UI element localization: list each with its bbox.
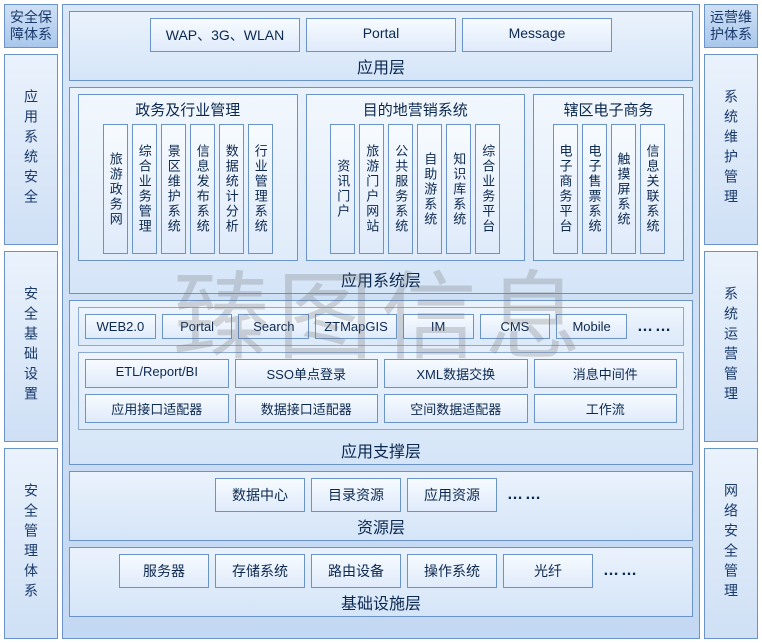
left-sidebar: 安全保障体系 应用系统安全 安全基础设置 安全管理体系 bbox=[4, 4, 58, 639]
app-top-1: Portal bbox=[306, 18, 456, 52]
support-row2: ETL/Report/BI SSO单点登录 XML数据交换 消息中间件 bbox=[85, 359, 677, 388]
layer-appsys: 政务及行业管理 旅游政务网 综合业务管理 景区维护系统 信息发布系统 数据统计分… bbox=[69, 87, 693, 294]
right-box-0: 系统维护管理 bbox=[704, 54, 758, 245]
left-box-2: 安全管理体系 bbox=[4, 448, 58, 639]
gov-item-0: 旅游政务网 bbox=[103, 124, 128, 254]
right-header: 运营维护体系 bbox=[704, 4, 758, 48]
layer-infra: 服务器 存储系统 路由设备 操作系统 光纤 …… 基础设施层 bbox=[69, 547, 693, 617]
sup1-6: Mobile bbox=[556, 314, 627, 339]
app-top-row: WAP、3G、WLAN Portal Message bbox=[78, 18, 684, 52]
resource-row: 数据中心 目录资源 应用资源 …… bbox=[78, 478, 684, 512]
right-box-1: 系统运营管理 bbox=[704, 251, 758, 442]
group-dest-title: 目的地营销系统 bbox=[313, 99, 519, 120]
sup3-2: 空间数据适配器 bbox=[384, 394, 528, 423]
group-dest: 目的地营销系统 资讯门户 旅游门户网站 公共服务系统 自助游系统 知识库系统 综… bbox=[306, 94, 526, 261]
infra-3: 操作系统 bbox=[407, 554, 497, 588]
group-ecom-items: 电子商务平台 电子售票系统 触摸屏系统 信息关联系统 bbox=[540, 124, 677, 254]
sup1-4: IM bbox=[403, 314, 474, 339]
dest-item-3: 自助游系统 bbox=[417, 124, 442, 254]
dest-item-2: 公共服务系统 bbox=[388, 124, 413, 254]
layer-support: WEB2.0 Portal Search ZTMapGIS IM CMS Mob… bbox=[69, 300, 693, 465]
res-dots: …… bbox=[503, 478, 547, 512]
layer-app: WAP、3G、WLAN Portal Message 应用层 bbox=[69, 11, 693, 81]
support-block-2: ETL/Report/BI SSO单点登录 XML数据交换 消息中间件 应用接口… bbox=[78, 352, 684, 430]
layer-resource-title: 资源层 bbox=[78, 512, 684, 538]
center-layers: WAP、3G、WLAN Portal Message 应用层 政务及行业管理 旅… bbox=[62, 4, 700, 639]
infra-1: 存储系统 bbox=[215, 554, 305, 588]
infra-dots: …… bbox=[599, 554, 643, 588]
support-row1: WEB2.0 Portal Search ZTMapGIS IM CMS Mob… bbox=[85, 314, 677, 339]
dest-item-4: 知识库系统 bbox=[446, 124, 471, 254]
sup1-5: CMS bbox=[480, 314, 551, 339]
dest-item-5: 综合业务平台 bbox=[475, 124, 500, 254]
res-2: 应用资源 bbox=[407, 478, 497, 512]
sup1-dots: …… bbox=[633, 314, 677, 339]
ecom-item-2: 触摸屏系统 bbox=[611, 124, 636, 254]
sup1-1: Portal bbox=[162, 314, 233, 339]
sup2-1: SSO单点登录 bbox=[235, 359, 379, 388]
gov-item-4: 数据统计分析 bbox=[219, 124, 244, 254]
dest-item-1: 旅游门户网站 bbox=[359, 124, 384, 254]
gov-item-1: 综合业务管理 bbox=[132, 124, 157, 254]
group-ecom: 辖区电子商务 电子商务平台 电子售票系统 触摸屏系统 信息关联系统 bbox=[533, 94, 684, 261]
architecture-diagram: 安全保障体系 应用系统安全 安全基础设置 安全管理体系 WAP、3G、WLAN … bbox=[0, 0, 762, 643]
infra-4: 光纤 bbox=[503, 554, 593, 588]
group-ecom-title: 辖区电子商务 bbox=[540, 99, 677, 120]
left-box-1: 安全基础设置 bbox=[4, 251, 58, 442]
sup3-0: 应用接口适配器 bbox=[85, 394, 229, 423]
sup2-2: XML数据交换 bbox=[384, 359, 528, 388]
gov-item-3: 信息发布系统 bbox=[190, 124, 215, 254]
layer-resource: 数据中心 目录资源 应用资源 …… 资源层 bbox=[69, 471, 693, 541]
layer-infra-title: 基础设施层 bbox=[78, 588, 684, 614]
ecom-item-1: 电子售票系统 bbox=[582, 124, 607, 254]
support-row3: 应用接口适配器 数据接口适配器 空间数据适配器 工作流 bbox=[85, 394, 677, 423]
app-top-0: WAP、3G、WLAN bbox=[150, 18, 300, 52]
res-0: 数据中心 bbox=[215, 478, 305, 512]
ecom-item-3: 信息关联系统 bbox=[640, 124, 665, 254]
app-top-2: Message bbox=[462, 18, 612, 52]
sup3-3: 工作流 bbox=[534, 394, 678, 423]
right-sidebar: 运营维护体系 系统维护管理 系统运营管理 网络安全管理 bbox=[704, 4, 758, 639]
left-box-0: 应用系统安全 bbox=[4, 54, 58, 245]
support-block-1: WEB2.0 Portal Search ZTMapGIS IM CMS Mob… bbox=[78, 307, 684, 346]
sup1-0: WEB2.0 bbox=[85, 314, 156, 339]
sup2-0: ETL/Report/BI bbox=[85, 359, 229, 388]
sup2-3: 消息中间件 bbox=[534, 359, 678, 388]
sup3-1: 数据接口适配器 bbox=[235, 394, 379, 423]
layer-support-title: 应用支撑层 bbox=[78, 436, 684, 462]
group-gov: 政务及行业管理 旅游政务网 综合业务管理 景区维护系统 信息发布系统 数据统计分… bbox=[78, 94, 298, 261]
sup1-3: ZTMapGIS bbox=[315, 314, 397, 339]
layer-app-title: 应用层 bbox=[78, 52, 684, 78]
gov-item-2: 景区维护系统 bbox=[161, 124, 186, 254]
group-gov-items: 旅游政务网 综合业务管理 景区维护系统 信息发布系统 数据统计分析 行业管理系统 bbox=[85, 124, 291, 254]
right-box-2: 网络安全管理 bbox=[704, 448, 758, 639]
appsys-groups: 政务及行业管理 旅游政务网 综合业务管理 景区维护系统 信息发布系统 数据统计分… bbox=[78, 94, 684, 261]
layer-appsys-title: 应用系统层 bbox=[78, 265, 684, 291]
ecom-item-0: 电子商务平台 bbox=[553, 124, 578, 254]
dest-item-0: 资讯门户 bbox=[330, 124, 355, 254]
group-dest-items: 资讯门户 旅游门户网站 公共服务系统 自助游系统 知识库系统 综合业务平台 bbox=[313, 124, 519, 254]
group-gov-title: 政务及行业管理 bbox=[85, 99, 291, 120]
infra-0: 服务器 bbox=[119, 554, 209, 588]
infra-row: 服务器 存储系统 路由设备 操作系统 光纤 …… bbox=[78, 554, 684, 588]
gov-item-5: 行业管理系统 bbox=[248, 124, 273, 254]
sup1-2: Search bbox=[238, 314, 309, 339]
res-1: 目录资源 bbox=[311, 478, 401, 512]
infra-2: 路由设备 bbox=[311, 554, 401, 588]
left-header: 安全保障体系 bbox=[4, 4, 58, 48]
